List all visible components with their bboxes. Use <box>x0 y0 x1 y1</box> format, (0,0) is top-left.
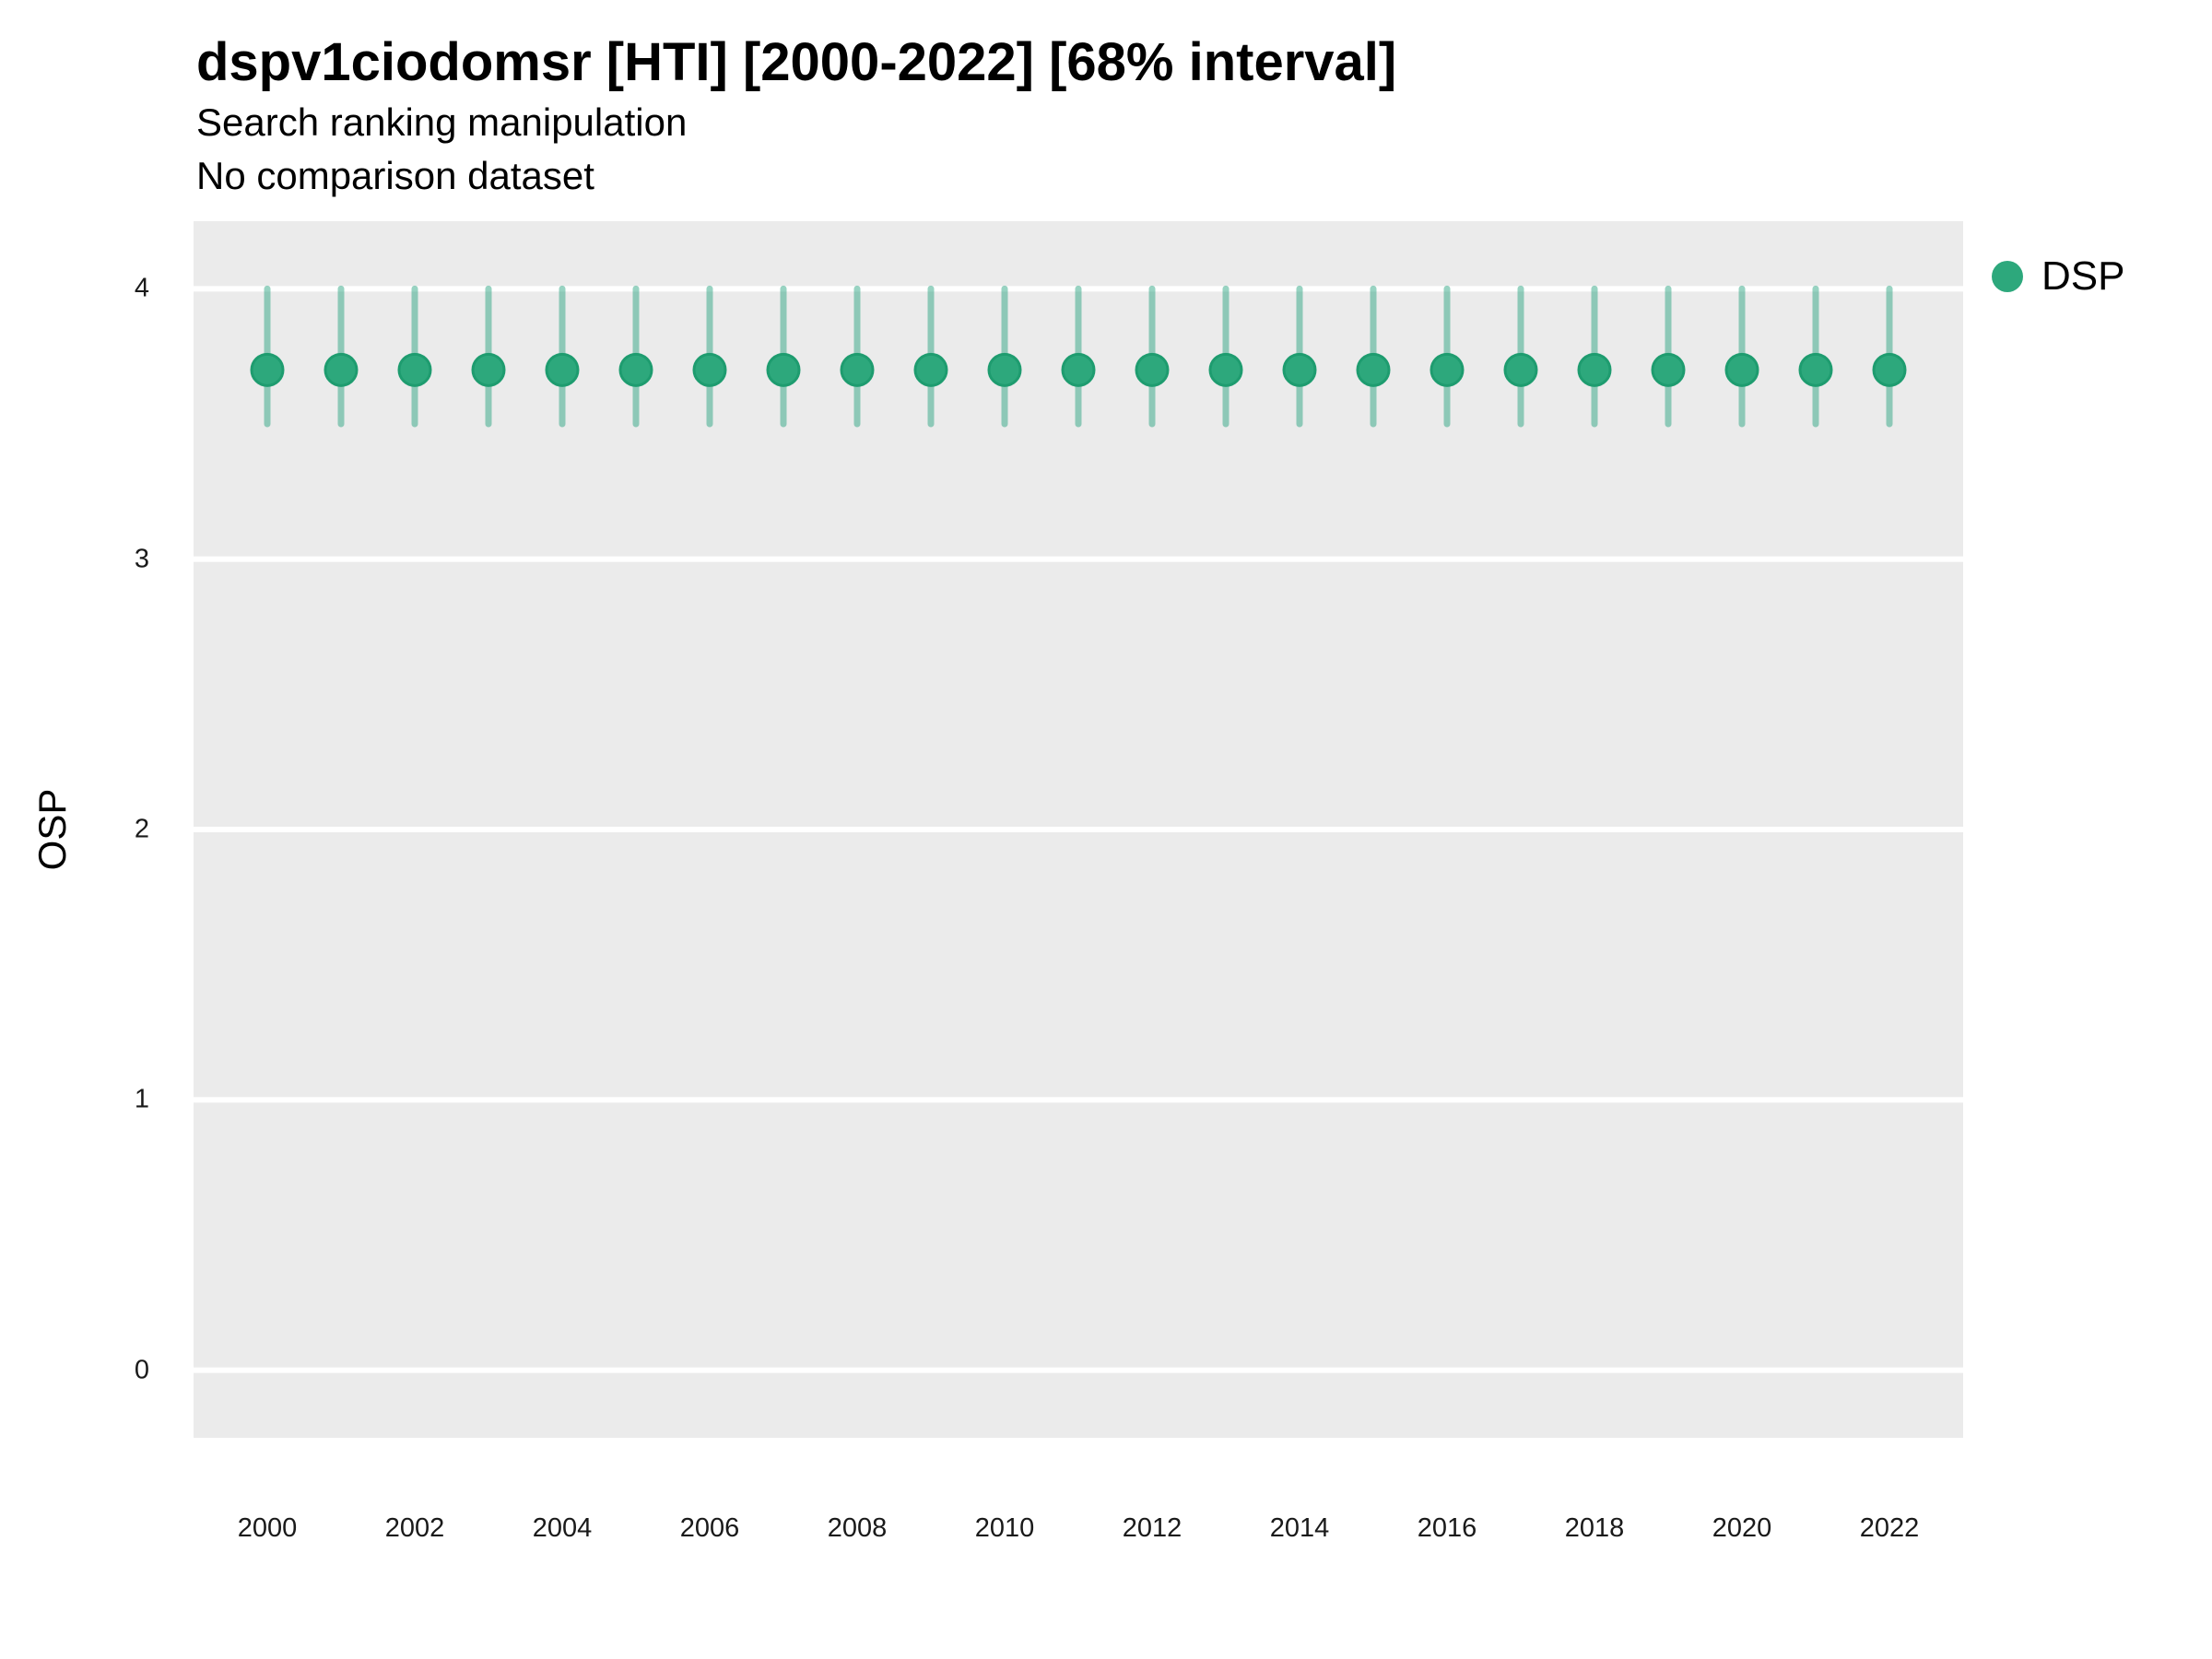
chart-comparison-note: No comparison dataset <box>196 154 594 197</box>
x-tick-label-2012: 2012 <box>1122 1513 1182 1543</box>
chart-subtitle: Search ranking manipulation <box>196 100 688 144</box>
x-tick-label-2022: 2022 <box>1859 1513 1920 1543</box>
x-tick-label-2008: 2008 <box>827 1513 888 1543</box>
data-point-2008 <box>840 352 875 387</box>
data-point-2019 <box>1651 352 1686 387</box>
x-tick-label-2000: 2000 <box>237 1513 298 1543</box>
plot-canvas <box>194 285 1963 1373</box>
y-tick-label-3: 3 <box>134 544 149 574</box>
chart-title: dspv1ciodomsr [HTI] [2000-2022] [68% int… <box>196 32 1397 92</box>
data-point-2010 <box>987 352 1022 387</box>
y-tick-label-4: 4 <box>134 273 149 303</box>
legend: DSP <box>1992 256 2124 297</box>
data-point-2015 <box>1356 352 1391 387</box>
data-point-2013 <box>1208 352 1243 387</box>
x-tick-label-2014: 2014 <box>1269 1513 1330 1543</box>
x-tick-label-2006: 2006 <box>679 1513 740 1543</box>
data-point-2007 <box>766 352 801 387</box>
data-point-2016 <box>1430 352 1465 387</box>
legend-point-icon <box>1992 261 2023 292</box>
x-tick-label-2020: 2020 <box>1712 1513 1772 1543</box>
data-point-2012 <box>1135 352 1170 387</box>
legend-label: DSP <box>2041 253 2125 299</box>
data-point-2021 <box>1798 352 1833 387</box>
x-tick-label-2010: 2010 <box>974 1513 1035 1543</box>
y-tick-label-2: 2 <box>134 814 149 844</box>
data-point-2014 <box>1282 352 1317 387</box>
x-tick-label-2018: 2018 <box>1564 1513 1625 1543</box>
y-tick-label-0: 0 <box>134 1355 149 1385</box>
x-tick-label-2016: 2016 <box>1417 1513 1477 1543</box>
data-point-2020 <box>1724 352 1759 387</box>
data-point-2003 <box>471 352 506 387</box>
data-point-2017 <box>1503 352 1538 387</box>
data-point-2001 <box>324 352 359 387</box>
x-tick-label-2002: 2002 <box>384 1513 445 1543</box>
data-point-2004 <box>545 352 580 387</box>
data-point-2006 <box>692 352 727 387</box>
data-point-2000 <box>250 352 285 387</box>
data-point-2011 <box>1061 352 1096 387</box>
data-point-2002 <box>397 352 432 387</box>
y-tick-label-1: 1 <box>134 1084 149 1114</box>
data-point-2005 <box>618 352 653 387</box>
x-tick-label-2004: 2004 <box>532 1513 593 1543</box>
plot-panel <box>194 221 1963 1438</box>
data-point-2009 <box>913 352 948 387</box>
data-point-2018 <box>1577 352 1612 387</box>
data-point-2022 <box>1872 352 1907 387</box>
